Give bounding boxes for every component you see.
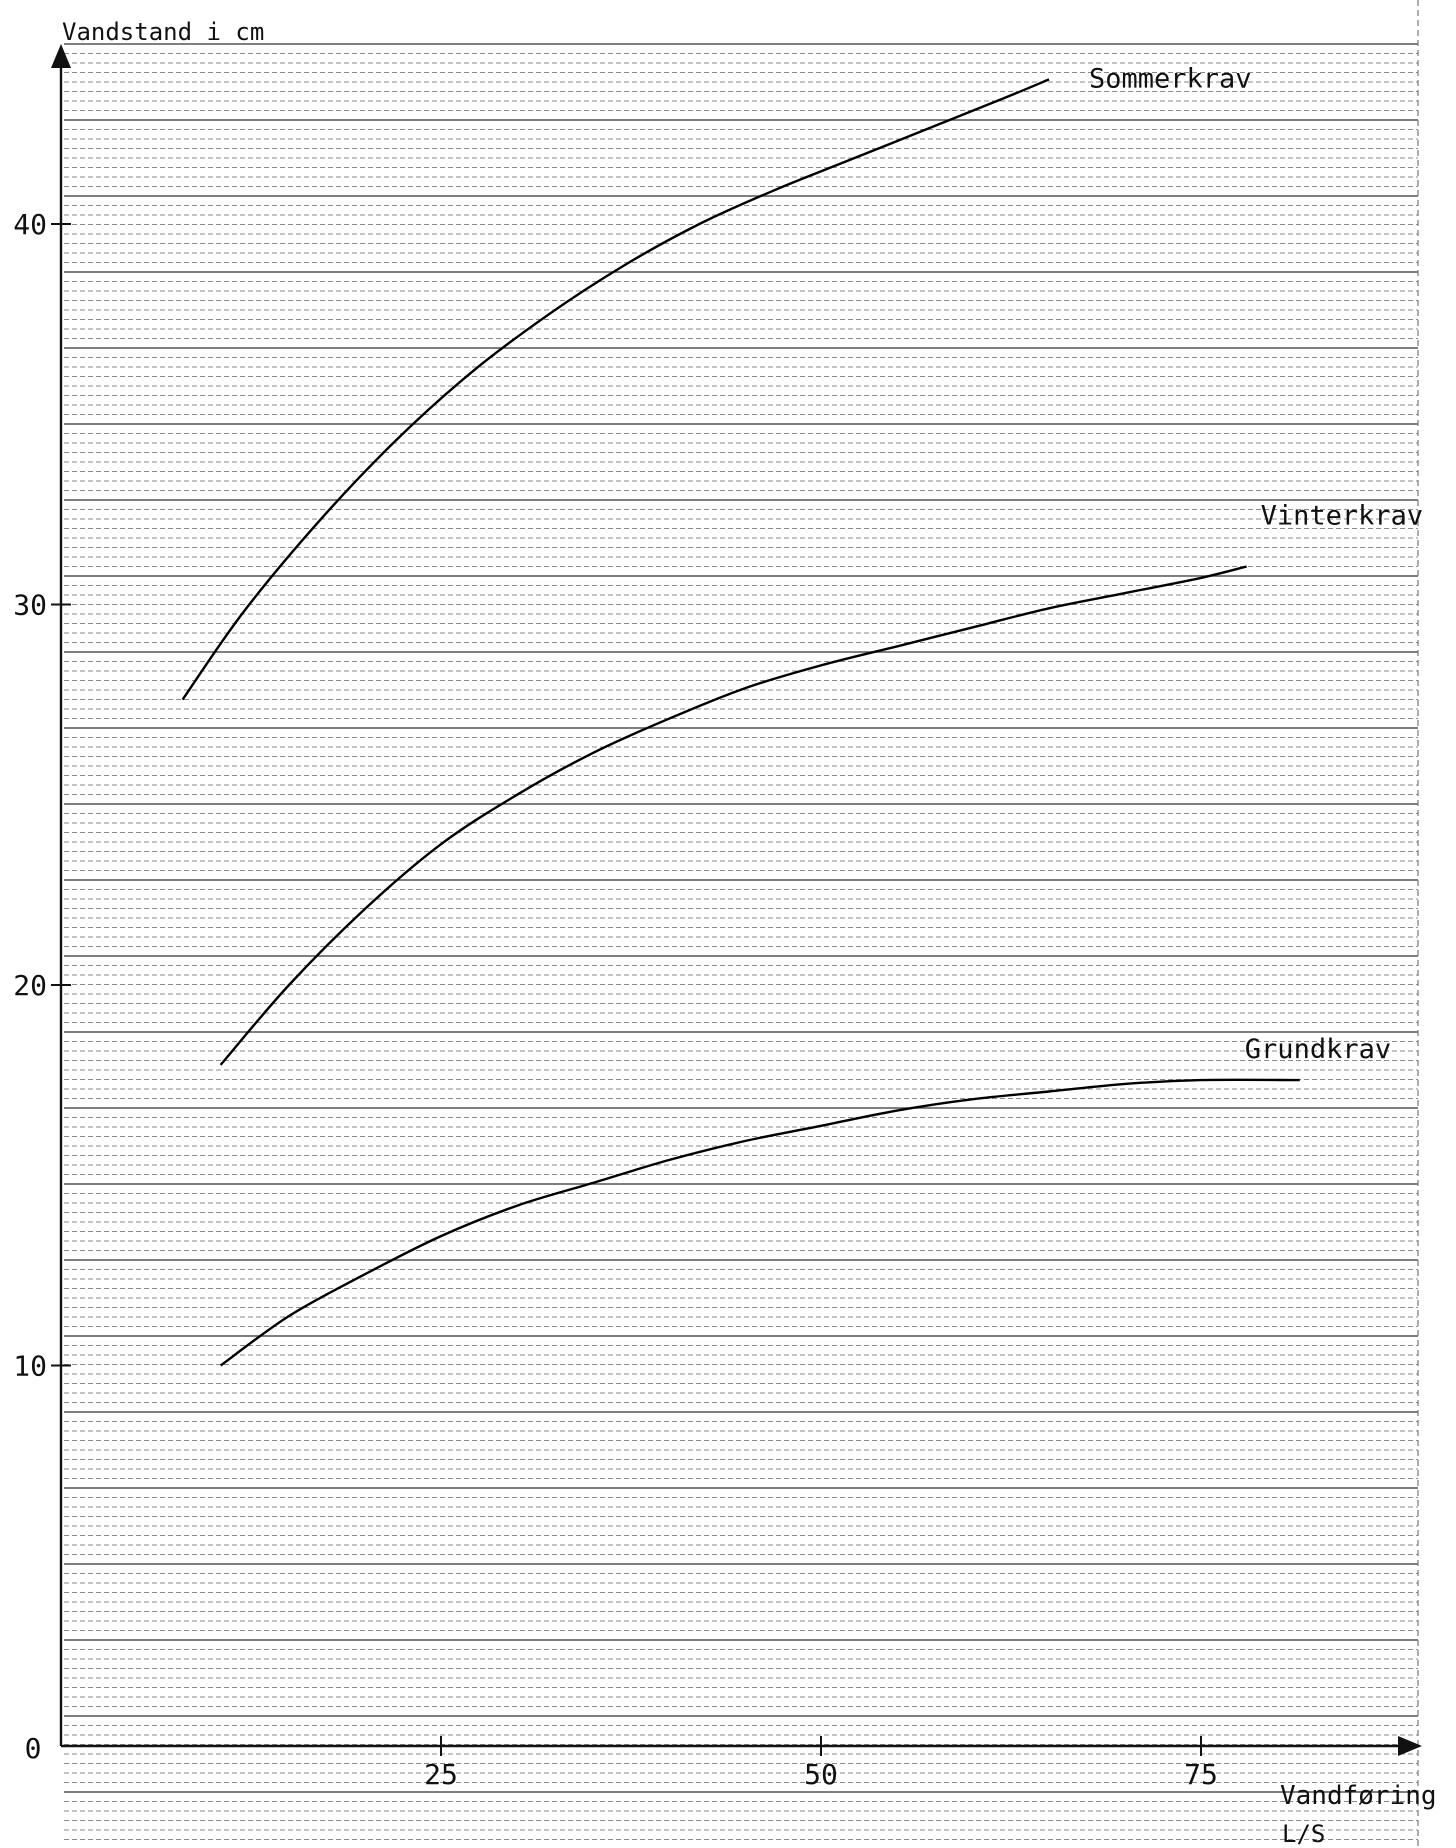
axes (51, 44, 1422, 1756)
x-axis-arrow-icon (1398, 1736, 1422, 1756)
series-label-grundkrav: Grundkrav (1245, 1034, 1391, 1065)
series-line-grundkrav (219, 1078, 1300, 1367)
series-vinterkrav: Vinterkrav (219, 500, 1424, 1066)
y-axis-arrow-icon (51, 44, 71, 68)
x-axis-unit: L/S (1282, 1820, 1325, 1848)
x-tick-label: 50 (804, 1758, 838, 1791)
y-tick-label: 10 (13, 1350, 47, 1383)
series-sommerkrav: Sommerkrav (181, 63, 1252, 701)
series-line-vinterkrav (219, 565, 1247, 1066)
y-axis-title: Vandstand i cm (62, 18, 264, 46)
series: Sommerkrav Vinterkrav Grundkrav (181, 63, 1424, 1367)
series-label-sommerkrav: Sommerkrav (1089, 63, 1252, 94)
axis-ticks: 10 20 30 40 0 25 50 75 (13, 208, 1218, 1791)
grid-lines (64, 0, 1419, 1848)
y-tick-label: 30 (13, 589, 47, 622)
series-label-vinterkrav: Vinterkrav (1261, 500, 1424, 531)
y-tick-label: 40 (13, 208, 47, 241)
x-axis-title: Vandføring (1280, 1781, 1437, 1811)
x-tick-label: 75 (1184, 1758, 1218, 1791)
x-tick-label: 0 (25, 1732, 42, 1765)
series-grundkrav: Grundkrav (219, 1034, 1391, 1367)
y-tick-label: 20 (13, 969, 47, 1002)
series-line-sommerkrav (181, 78, 1050, 701)
x-tick-label: 25 (424, 1758, 458, 1791)
